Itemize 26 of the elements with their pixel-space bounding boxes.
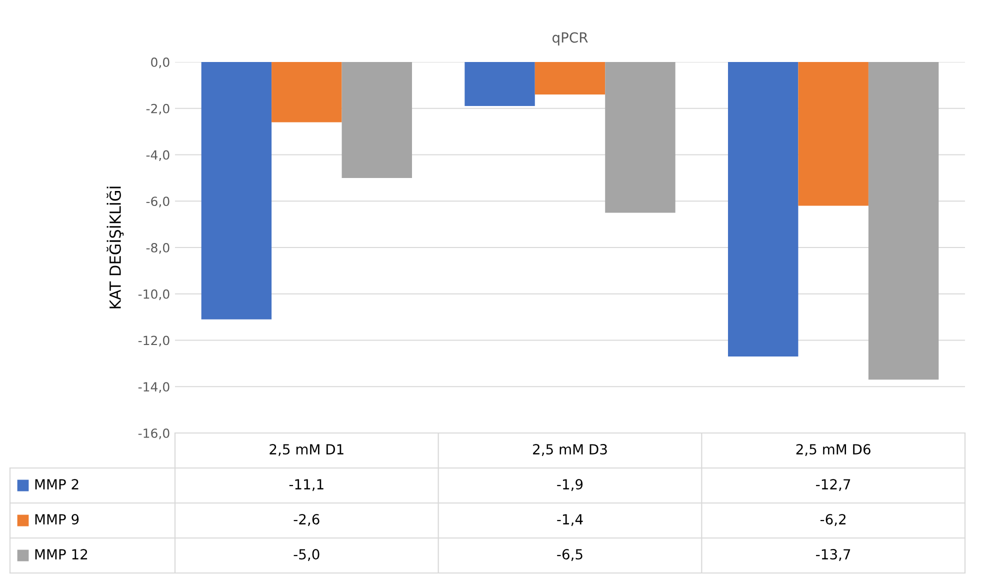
data-label: -5,0	[294, 549, 320, 561]
data-label: -6,2	[820, 514, 846, 526]
y-tick-label: -10,0	[138, 289, 170, 300]
y-tick-label: -6,0	[146, 196, 170, 208]
y-tick-label: -2,0	[146, 104, 170, 115]
y-tick-label: -8,0	[146, 242, 170, 254]
y-tick-label: 0,0	[151, 57, 170, 68]
y-axis-title: KAT DEĞİŞİKLİĞİ	[106, 186, 124, 308]
y-tick-label: -12,0	[138, 336, 170, 346]
data-label: -11,1	[289, 479, 324, 491]
y-tick-label: -4,0	[146, 150, 170, 161]
data-label: -1,9	[557, 479, 583, 491]
legend-label: MMP 9	[35, 514, 79, 525]
legend-label: MMP 2	[35, 479, 78, 490]
chart-title: qPCR	[552, 32, 588, 46]
y-tick-label: -14,0	[138, 382, 170, 393]
y-tick-label: -16,0	[138, 428, 170, 440]
data-label: -6,5	[557, 549, 582, 561]
data-label: -12,7	[816, 479, 850, 491]
x-tick-label: 2,5 mM D6	[796, 444, 870, 456]
legend-label: MMP 12	[35, 549, 88, 560]
data-label: -2,6	[294, 514, 320, 526]
x-tick-label: 2,5 mM D1	[270, 444, 344, 456]
data-label: -13,7	[816, 549, 850, 561]
data-label: -1,4	[557, 514, 583, 526]
x-tick-label: 2,5 mM D3	[533, 444, 607, 456]
